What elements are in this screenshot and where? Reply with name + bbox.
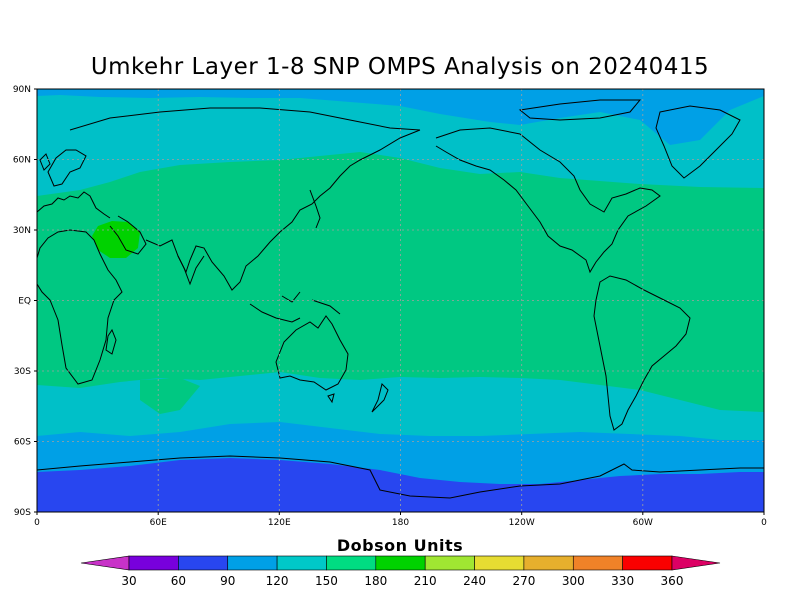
africa-coastline <box>37 229 123 385</box>
y-tick-label: 90S <box>14 508 31 518</box>
x-tick-label: 0 <box>34 518 40 528</box>
arctic-band <box>37 89 764 145</box>
colorbar-segment <box>572 555 623 571</box>
colorbar-label: 330 <box>611 574 634 588</box>
colorbar-segment <box>474 555 525 571</box>
colorbar-segment <box>671 555 721 571</box>
x-tick-label: 60E <box>150 518 167 528</box>
colorbar-segment <box>80 555 130 571</box>
map-title: Umkehr Layer 1-8 SNP OMPS Analysis on 20… <box>90 54 710 80</box>
arctic-islands-coastline <box>518 99 642 121</box>
x-tick-label: 60W <box>633 518 653 528</box>
colorbar-segment <box>424 555 475 571</box>
y-tick-label: 60S <box>14 438 31 448</box>
colorbar-label: 210 <box>414 574 437 588</box>
madagascar-coastline <box>105 328 117 355</box>
x-tick-label: 0 <box>761 518 767 528</box>
colorbar-segment <box>622 555 673 571</box>
x-tick-label: 120W <box>509 518 535 528</box>
colorbar: 30 60 90 120 150 180 210 240 270 300 330 360 <box>80 555 721 588</box>
colorbar-segment <box>178 555 229 571</box>
greenland-coastline <box>655 105 741 179</box>
tick-marks <box>34 88 765 515</box>
colorbar-label: 180 <box>364 574 387 588</box>
colorbar-title: Dobson Units <box>336 536 464 555</box>
europe-coastline <box>37 191 111 219</box>
colorbar-segment <box>227 555 278 571</box>
arabia-coastline <box>109 215 147 255</box>
y-tick-label: 30S <box>14 367 31 377</box>
y-tick-label: 30N <box>13 226 31 236</box>
y-tick-label: 90N <box>13 85 31 95</box>
colorbar-label: 60 <box>171 574 186 588</box>
colorbar-segment <box>128 555 179 571</box>
tasmania-coastline <box>327 393 335 404</box>
colorbar-label: 240 <box>463 574 486 588</box>
colorbar-label: 90 <box>220 574 235 588</box>
indonesia-coastline <box>249 291 341 323</box>
colorbar-segment <box>326 555 377 571</box>
scandinavia-coastline <box>47 149 87 187</box>
y-tick-label: 60N <box>13 156 31 166</box>
coastlines <box>37 99 764 499</box>
colorbar-label: 120 <box>266 574 289 588</box>
y-tick-label: EQ <box>18 297 31 307</box>
uk-coastline <box>39 153 51 171</box>
north-midlat-band <box>37 89 764 196</box>
colorbar-segment <box>375 555 426 571</box>
x-tick-label: 180 <box>392 518 409 528</box>
colorbar-segment <box>523 555 574 571</box>
colorbar-label: 270 <box>512 574 535 588</box>
colorbar-label: 150 <box>315 574 338 588</box>
antarctica-coastline <box>37 455 764 499</box>
x-tick-label: 120E <box>268 518 291 528</box>
south-america-coastline <box>593 275 691 431</box>
asia-coastline <box>145 129 421 291</box>
india-coastline <box>177 255 205 286</box>
japan-coastline <box>309 189 321 229</box>
australia-coastline <box>275 315 349 391</box>
new-zealand-coastline <box>371 383 389 413</box>
colorbar-label: 30 <box>121 574 136 588</box>
graticule <box>37 89 764 512</box>
colorbar-label: 360 <box>661 574 684 588</box>
colorbar-segment <box>276 555 327 571</box>
russia-north-coastline <box>69 107 421 131</box>
colorbar-label: 300 <box>562 574 585 588</box>
